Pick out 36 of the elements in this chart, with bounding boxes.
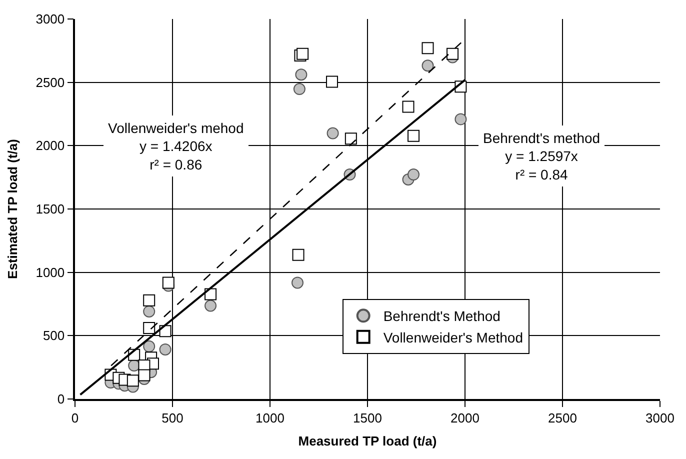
point	[454, 113, 467, 126]
point	[292, 276, 304, 289]
point	[293, 83, 306, 96]
y-tick-label: 2500	[36, 74, 65, 90]
point	[162, 276, 174, 289]
y-tick-label: 0	[57, 392, 65, 407]
x-tick-label: 2000	[450, 410, 480, 426]
x-tick-label: 500	[162, 410, 184, 426]
legend-label: Behrendt's Method	[383, 308, 500, 324]
point	[143, 340, 156, 352]
x-tick-label: 2500	[548, 410, 577, 426]
x-tick-label: 1000	[256, 410, 284, 426]
y-tick-label: 1500	[36, 202, 65, 217]
y-axis-title: Estimated TP load (t/a)	[5, 139, 20, 279]
annotation: Vollenweider's mehod y = 1.4206x r² = 0.86	[108, 120, 244, 172]
y-tick-label: 2000	[36, 138, 65, 154]
y-tick-label: 1000	[36, 264, 65, 280]
point	[159, 343, 172, 356]
point	[408, 168, 420, 181]
y-tick-label: 500	[42, 328, 65, 344]
annotation: Behrendt's method y = 1.2597x r² = 0.84	[483, 130, 600, 182]
x-tick-label: 3000	[646, 410, 674, 426]
point	[446, 48, 459, 60]
point	[326, 127, 339, 140]
x-axis-title: Measured TP load (t/a)	[298, 433, 437, 448]
point	[126, 374, 139, 387]
point	[296, 48, 309, 60]
point	[204, 300, 217, 312]
legend-label: Vollenweider's Method	[383, 329, 523, 346]
point	[295, 68, 308, 81]
x-tick-label: 0	[71, 410, 79, 426]
point	[138, 369, 150, 382]
x-tick-label: 1500	[353, 410, 382, 426]
point	[143, 305, 156, 318]
y-tick-label: 3000	[36, 12, 65, 27]
point	[422, 60, 434, 72]
